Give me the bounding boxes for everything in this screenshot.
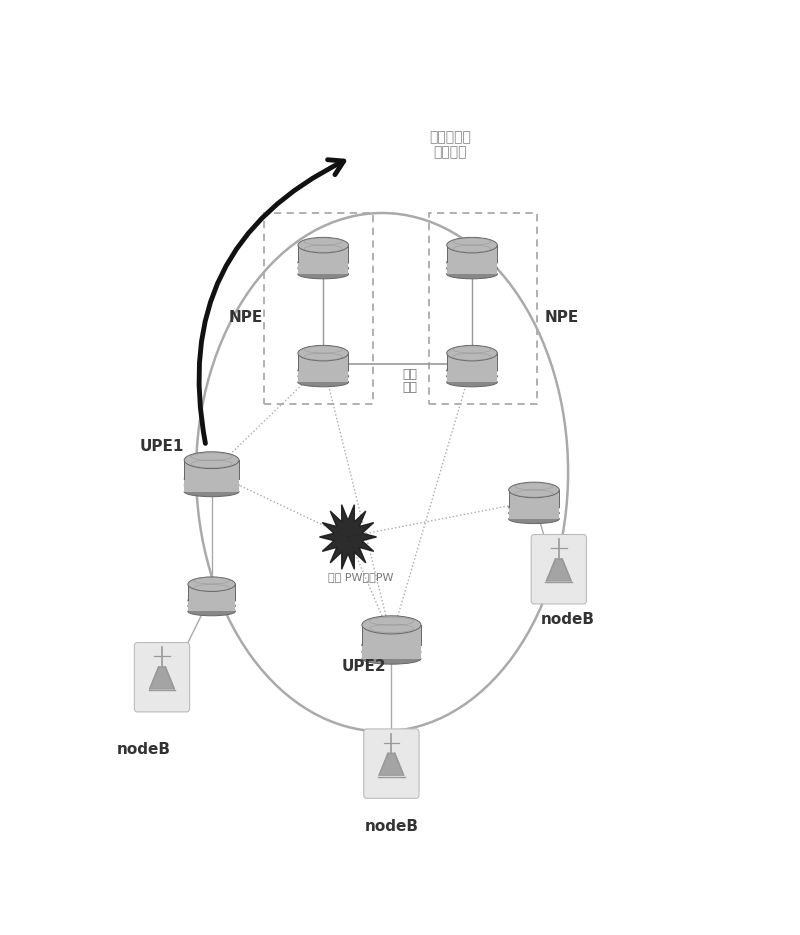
Ellipse shape: [188, 577, 235, 592]
Ellipse shape: [298, 237, 349, 252]
Ellipse shape: [362, 645, 421, 658]
Polygon shape: [150, 667, 174, 689]
FancyBboxPatch shape: [362, 644, 421, 659]
Ellipse shape: [298, 257, 349, 267]
Ellipse shape: [446, 365, 498, 376]
Polygon shape: [546, 559, 571, 581]
FancyArrowPatch shape: [199, 160, 344, 443]
Ellipse shape: [298, 263, 349, 274]
FancyBboxPatch shape: [446, 245, 498, 263]
Ellipse shape: [446, 263, 498, 274]
Polygon shape: [379, 754, 404, 775]
FancyBboxPatch shape: [188, 584, 235, 600]
FancyBboxPatch shape: [446, 370, 498, 382]
Text: 网关: 网关: [402, 381, 418, 394]
FancyBboxPatch shape: [509, 507, 559, 519]
Text: NPE: NPE: [545, 309, 579, 324]
Ellipse shape: [446, 237, 498, 252]
FancyBboxPatch shape: [188, 600, 235, 611]
Ellipse shape: [446, 269, 498, 279]
FancyBboxPatch shape: [531, 535, 586, 604]
Text: 主用 PW备用PW: 主用 PW备用PW: [328, 571, 393, 582]
Ellipse shape: [446, 378, 498, 387]
Ellipse shape: [509, 482, 559, 497]
FancyBboxPatch shape: [362, 625, 421, 645]
FancyBboxPatch shape: [298, 370, 349, 382]
Ellipse shape: [298, 345, 349, 361]
Ellipse shape: [446, 371, 498, 381]
FancyBboxPatch shape: [364, 729, 419, 798]
Ellipse shape: [298, 365, 349, 376]
Ellipse shape: [184, 486, 239, 496]
Text: nodeB: nodeB: [364, 819, 418, 834]
Text: 统一: 统一: [402, 367, 418, 381]
Text: 切换时对外: 切换时对外: [430, 130, 471, 144]
Ellipse shape: [362, 639, 421, 652]
Ellipse shape: [362, 654, 421, 664]
Ellipse shape: [184, 473, 239, 485]
Ellipse shape: [509, 502, 559, 512]
Polygon shape: [319, 505, 377, 569]
Ellipse shape: [446, 345, 498, 361]
Ellipse shape: [362, 616, 421, 634]
FancyBboxPatch shape: [298, 353, 349, 370]
FancyBboxPatch shape: [184, 479, 239, 492]
FancyBboxPatch shape: [184, 460, 239, 479]
Text: 撤销路由: 撤销路由: [434, 145, 467, 159]
Ellipse shape: [184, 480, 239, 491]
Text: NPE: NPE: [229, 309, 263, 324]
Ellipse shape: [188, 607, 235, 616]
Ellipse shape: [188, 596, 235, 606]
Ellipse shape: [188, 601, 235, 611]
Ellipse shape: [298, 269, 349, 279]
Text: UPE1: UPE1: [140, 439, 184, 454]
FancyBboxPatch shape: [509, 490, 559, 507]
FancyBboxPatch shape: [134, 642, 190, 712]
Ellipse shape: [509, 514, 559, 524]
Bar: [264, 213, 373, 404]
Ellipse shape: [298, 371, 349, 381]
Text: UPE2: UPE2: [342, 659, 386, 674]
FancyBboxPatch shape: [298, 245, 349, 263]
Ellipse shape: [446, 257, 498, 267]
Text: nodeB: nodeB: [541, 612, 595, 627]
Text: nodeB: nodeB: [117, 741, 170, 756]
Ellipse shape: [298, 378, 349, 387]
Bar: [429, 213, 537, 404]
FancyBboxPatch shape: [446, 353, 498, 370]
Ellipse shape: [184, 452, 239, 468]
Ellipse shape: [509, 508, 559, 519]
FancyBboxPatch shape: [298, 262, 349, 274]
FancyBboxPatch shape: [446, 262, 498, 274]
